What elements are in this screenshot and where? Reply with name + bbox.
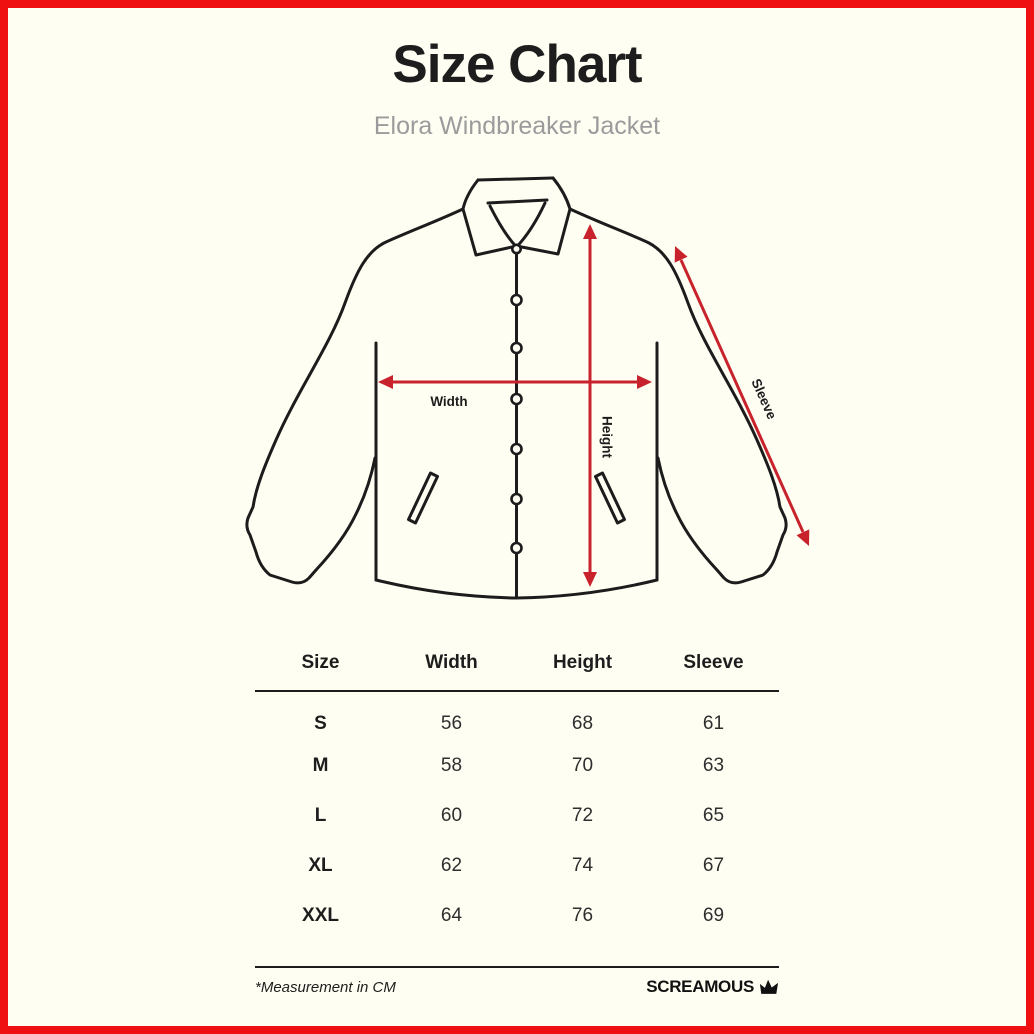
measurement-arrows: [378, 224, 810, 587]
column-header-width: Width: [425, 652, 478, 673]
width-label: Width: [430, 394, 467, 409]
width-value: 58: [440, 755, 463, 776]
width-value: 56: [440, 712, 463, 734]
crown-icon: [759, 979, 779, 994]
buttons: [510, 243, 523, 555]
right-sleeve: [568, 207, 788, 585]
size-value: M: [312, 755, 329, 776]
width-arrow: [378, 375, 652, 389]
footer: *Measurement in CM SCREAMOUS: [255, 966, 779, 997]
sleeve-value: 67: [702, 855, 725, 876]
table-row: XXL 64 76 69: [255, 891, 779, 941]
table-row: M 58 70 63: [255, 741, 779, 791]
size-value: XL: [308, 855, 333, 876]
column-header-sleeve: Sleeve: [683, 652, 744, 673]
sleeve-label: Sleeve: [748, 376, 779, 422]
height-value: 76: [571, 905, 594, 926]
height-value: 70: [571, 755, 594, 776]
table-row: S 56 68 61: [255, 691, 779, 741]
sleeve-arrow: [674, 246, 810, 546]
height-value: 68: [571, 712, 594, 734]
sleeve-value: 61: [702, 712, 725, 734]
page-title: Size Chart: [392, 35, 642, 94]
size-value: L: [314, 805, 327, 826]
table-row: L 60 72 65: [255, 791, 779, 841]
height-value: 72: [571, 805, 594, 826]
height-label: Height: [600, 416, 615, 459]
right-pocket: [594, 471, 626, 525]
column-header-height: Height: [552, 652, 613, 673]
height-value: 74: [571, 855, 594, 876]
width-value: 64: [440, 905, 463, 926]
sleeve-value: 69: [702, 905, 725, 926]
column-header-size: Size: [301, 652, 340, 673]
table-row: XL 62 74 67: [255, 841, 779, 891]
height-arrow: [583, 224, 597, 587]
size-value: S: [314, 712, 327, 734]
width-value: 60: [440, 805, 463, 826]
left-sleeve: [245, 207, 465, 585]
sleeve-value: 65: [702, 805, 725, 826]
sleeve-value: 63: [702, 755, 725, 776]
left-pocket: [407, 471, 439, 525]
size-table-header: Size Width Height Sleeve: [255, 640, 779, 691]
jacket-outline: [245, 176, 788, 600]
collar: [461, 176, 572, 257]
size-table: Size Width Height Sleeve S 56 68 61 M 58…: [255, 640, 779, 941]
size-value: XXL: [302, 905, 339, 926]
brand-logo: SCREAMOUS: [646, 977, 779, 997]
page-subtitle: Elora Windbreaker Jacket: [373, 112, 661, 140]
width-value: 62: [440, 855, 463, 876]
brand-name: SCREAMOUS: [646, 977, 754, 996]
measurement-note: *Measurement in CM: [255, 978, 396, 996]
